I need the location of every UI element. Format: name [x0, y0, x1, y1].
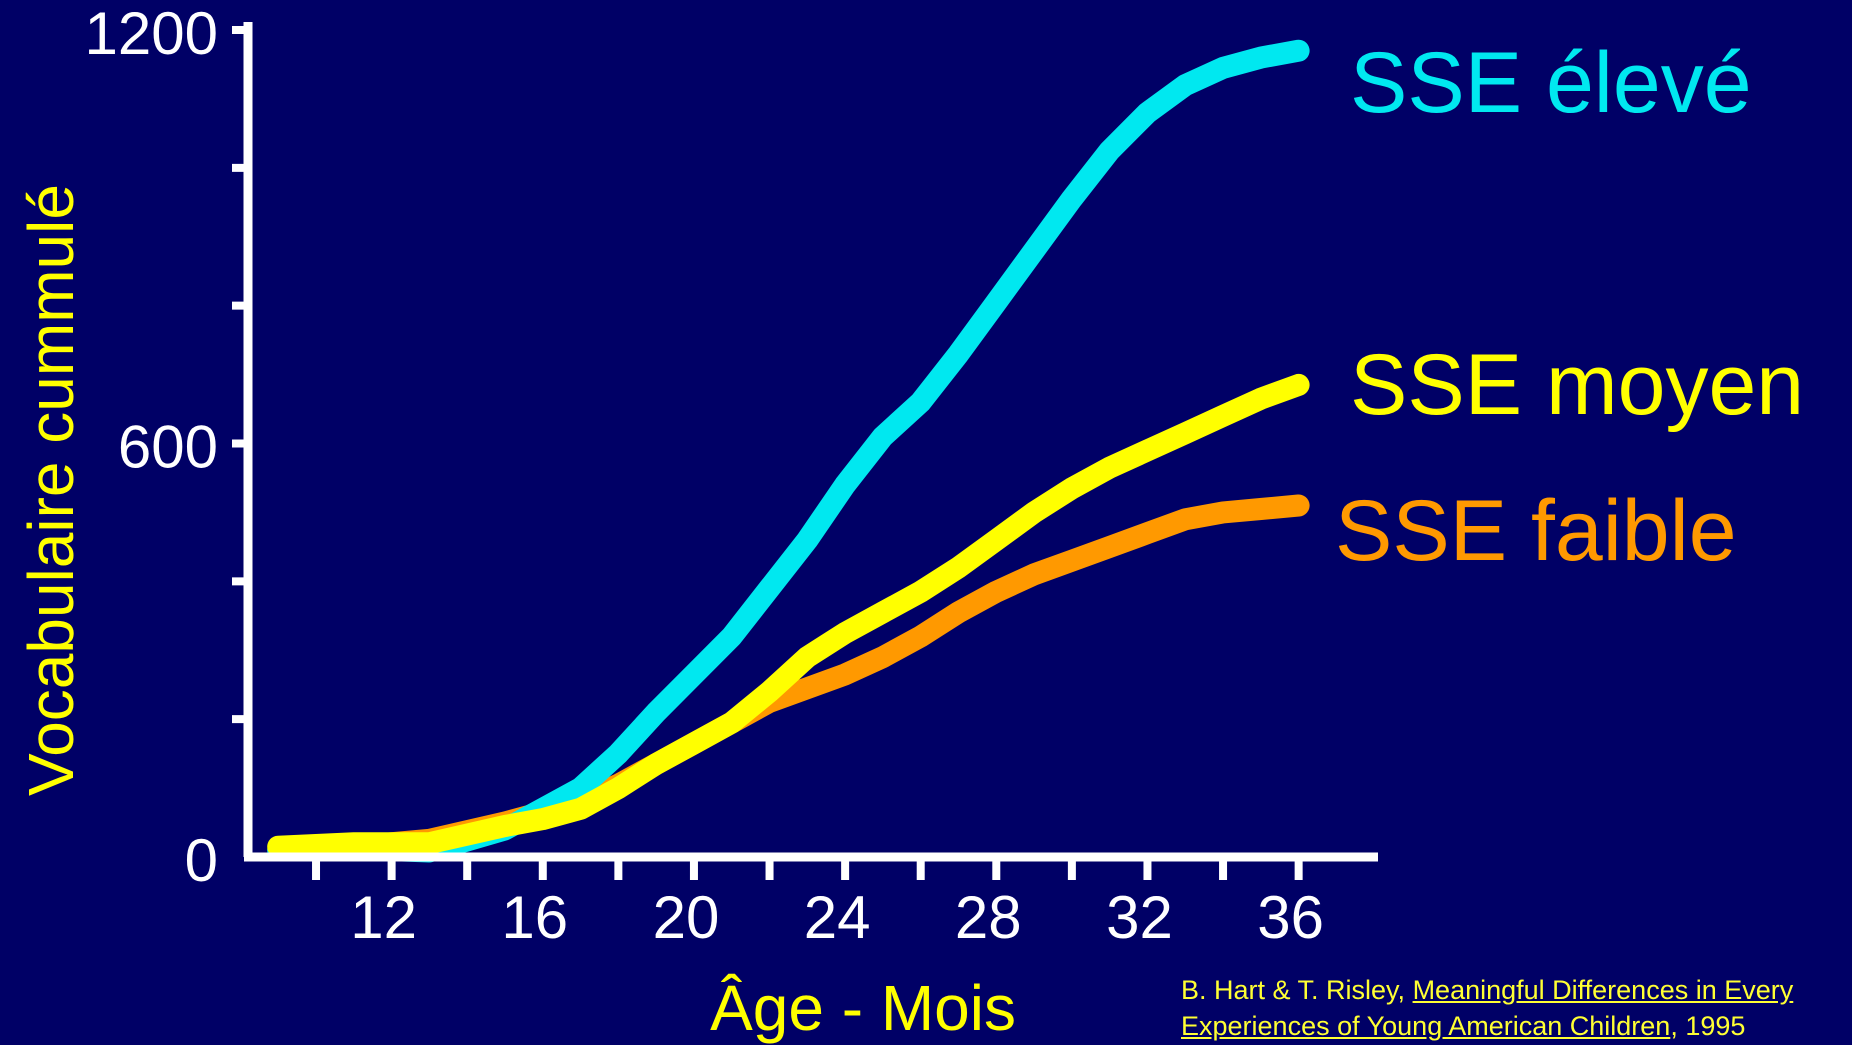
citation-year: , 1995	[1670, 1011, 1746, 1041]
y-tick-label: 600	[118, 414, 218, 481]
citation-authors: B. Hart & T. Risley,	[1181, 975, 1413, 1005]
series-line-1	[267, 373, 1310, 858]
x-ticks: 12 16 20 24 28 32 36	[312, 855, 1324, 951]
series-labels: SSE élevé SSE moyen SSE faible	[1335, 35, 1804, 579]
y-tick-label: 1200	[85, 0, 218, 67]
series-label-1: SSE moyen	[1350, 337, 1804, 433]
x-tick-label: 28	[955, 884, 1022, 951]
x-tick-label: 36	[1257, 884, 1324, 951]
series-label-2: SSE faible	[1335, 483, 1737, 579]
x-tick-label: 20	[653, 884, 720, 951]
x-tick-label: 16	[501, 884, 568, 951]
x-tick-label: 12	[350, 884, 417, 951]
series-layer	[267, 39, 1310, 863]
series-label-0: SSE élevé	[1350, 35, 1752, 131]
x-axis-label: Âge - Mois	[710, 972, 1016, 1044]
y-ticks: 0 600 1200	[85, 0, 250, 894]
source-citation: B. Hart & T. Risley, Meaningful Differen…	[1181, 972, 1852, 1044]
x-tick-label: 24	[804, 884, 871, 951]
citation-title-line2[interactable]: Experiences of Young American Children	[1181, 1011, 1671, 1041]
citation-title-line1[interactable]: Meaningful Differences in Every	[1412, 975, 1794, 1005]
y-axis-label: Vocabulaire cummulé	[15, 184, 87, 796]
x-tick-label: 32	[1106, 884, 1173, 951]
y-tick-label: 0	[185, 827, 218, 894]
